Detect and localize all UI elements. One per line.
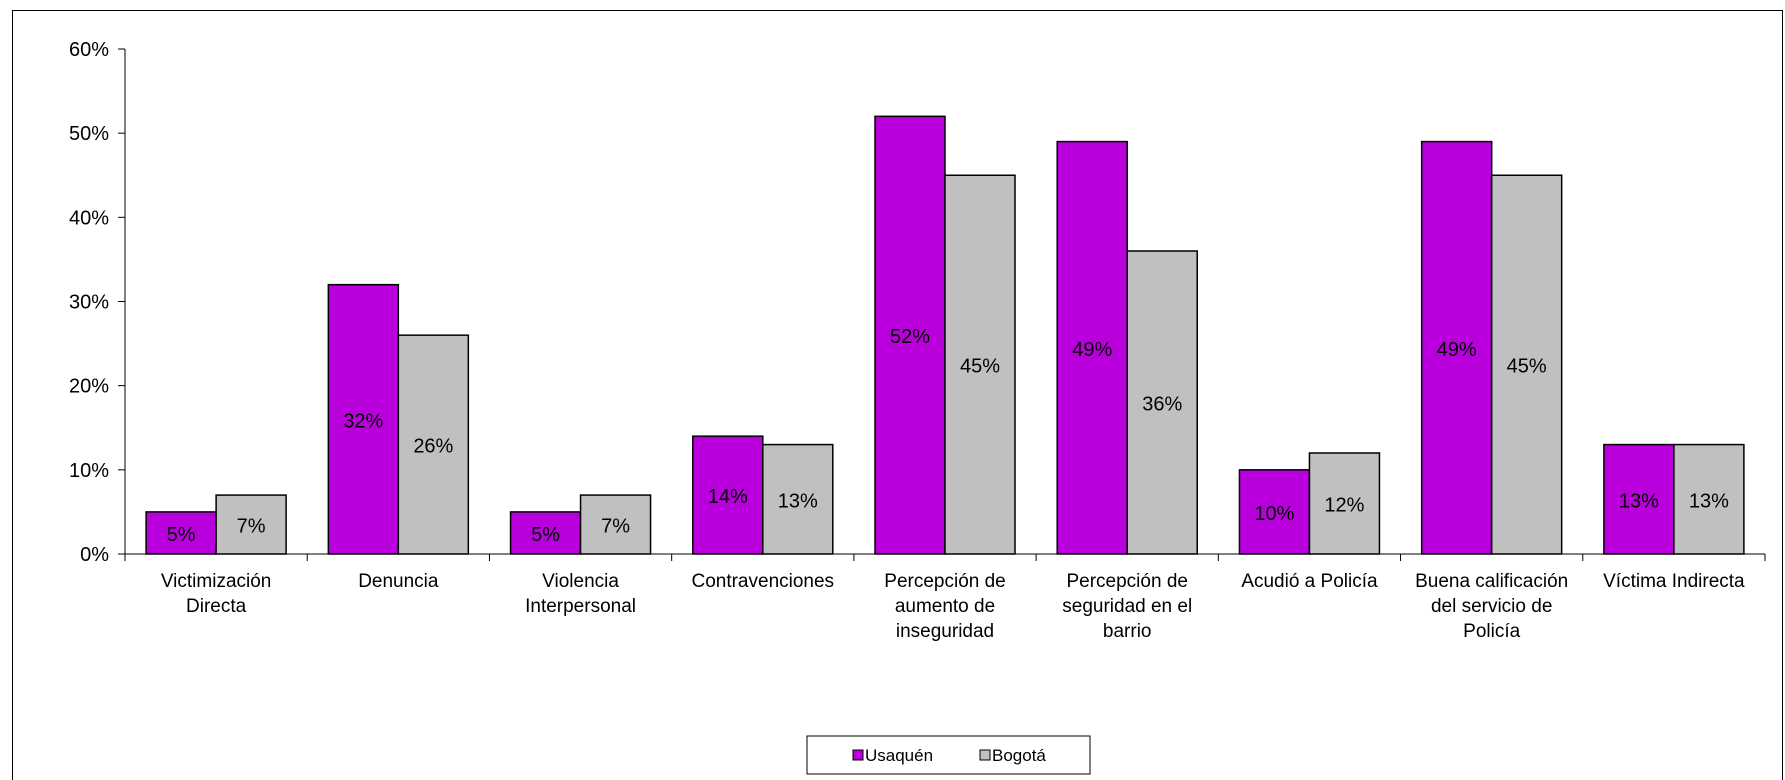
category-label: Denuncia: [358, 571, 439, 592]
data-label: 14%: [708, 486, 748, 508]
data-label: 52%: [890, 326, 930, 348]
legend-swatch: [979, 749, 991, 761]
bar-usaquén: [1420, 140, 1493, 555]
data-label: 5%: [167, 524, 196, 546]
data-label: 45%: [960, 356, 1000, 378]
bar-bogotá: [944, 174, 1016, 555]
bar-usaquén: [1238, 469, 1311, 555]
bar-usaquén: [1603, 443, 1675, 555]
category-label: aumento de: [895, 596, 995, 617]
data-label: 13%: [1689, 490, 1729, 512]
bar-bogotá: [1126, 250, 1198, 555]
data-label: 12%: [1324, 495, 1364, 517]
bar-usaquén: [692, 435, 764, 555]
y-tick-label: 50%: [69, 123, 109, 145]
data-labels: 5% 7% 32% 26% 5% 7% 14% 13% 52% 45% 49% 36% 10% 12% 49…: [167, 326, 1729, 546]
bar-bogotá: [762, 443, 834, 555]
y-tick-label: 30%: [69, 292, 109, 314]
y-tick-label: 20%: [69, 376, 109, 398]
bar-usaquén: [145, 511, 217, 555]
bar-bogotá: [215, 494, 287, 555]
bar-usaquén: [327, 283, 400, 555]
legend-box: [806, 735, 1091, 775]
category-label: seguridad en el: [1062, 596, 1192, 617]
bar-usaquén: [509, 511, 582, 555]
data-label: 49%: [1437, 339, 1477, 361]
bar-usaquén: [1056, 140, 1128, 555]
y-tick-label: 60%: [69, 39, 109, 61]
category-label: Policía: [1463, 621, 1520, 642]
category-label: Percepción de: [1066, 571, 1187, 592]
data-label: 13%: [1619, 490, 1659, 512]
y-tick-label: 40%: [69, 207, 109, 229]
category-label: Víctima Indirecta: [1603, 571, 1745, 592]
data-label: 5%: [531, 524, 560, 546]
legend-item-label: Bogotá: [992, 746, 1046, 765]
data-label: 32%: [343, 410, 383, 432]
data-label: 45%: [1507, 356, 1547, 378]
category-label: del servicio de: [1431, 596, 1552, 617]
bar-bogotá: [397, 334, 470, 555]
category-label: Contravenciones: [691, 571, 834, 592]
data-label: 36%: [1142, 394, 1182, 416]
data-label: 13%: [778, 490, 818, 512]
category-label: barrio: [1103, 621, 1152, 642]
data-label: 26%: [413, 436, 453, 458]
legend: Usaquén Bogotá: [806, 735, 1091, 775]
bar-usaquén: [874, 115, 946, 555]
bar-bogotá: [1490, 174, 1563, 555]
bar-bogotá: [1673, 443, 1745, 555]
category-label: Interpersonal: [525, 596, 636, 617]
y-tick-label: 10%: [69, 460, 109, 482]
data-label: 49%: [1072, 339, 1112, 361]
category-label: Acudió a Policía: [1241, 571, 1378, 592]
legend-swatch: [852, 749, 864, 761]
y-tick-label: 0%: [80, 544, 109, 566]
bar-bogotá: [579, 494, 652, 555]
data-label: 10%: [1254, 503, 1294, 525]
data-label: 7%: [601, 516, 630, 538]
category-label: Violencia: [542, 571, 619, 592]
category-label: inseguridad: [896, 621, 994, 642]
bars: [145, 115, 1745, 555]
legend-item-label: Usaquén: [865, 746, 933, 765]
category-label: Percepción de: [884, 571, 1005, 592]
category-label: Buena calificación: [1415, 571, 1568, 592]
category-label: Directa: [186, 596, 247, 617]
category-label: Victimización: [161, 571, 272, 592]
data-label: 7%: [237, 516, 266, 538]
bar-bogotá: [1308, 452, 1381, 555]
